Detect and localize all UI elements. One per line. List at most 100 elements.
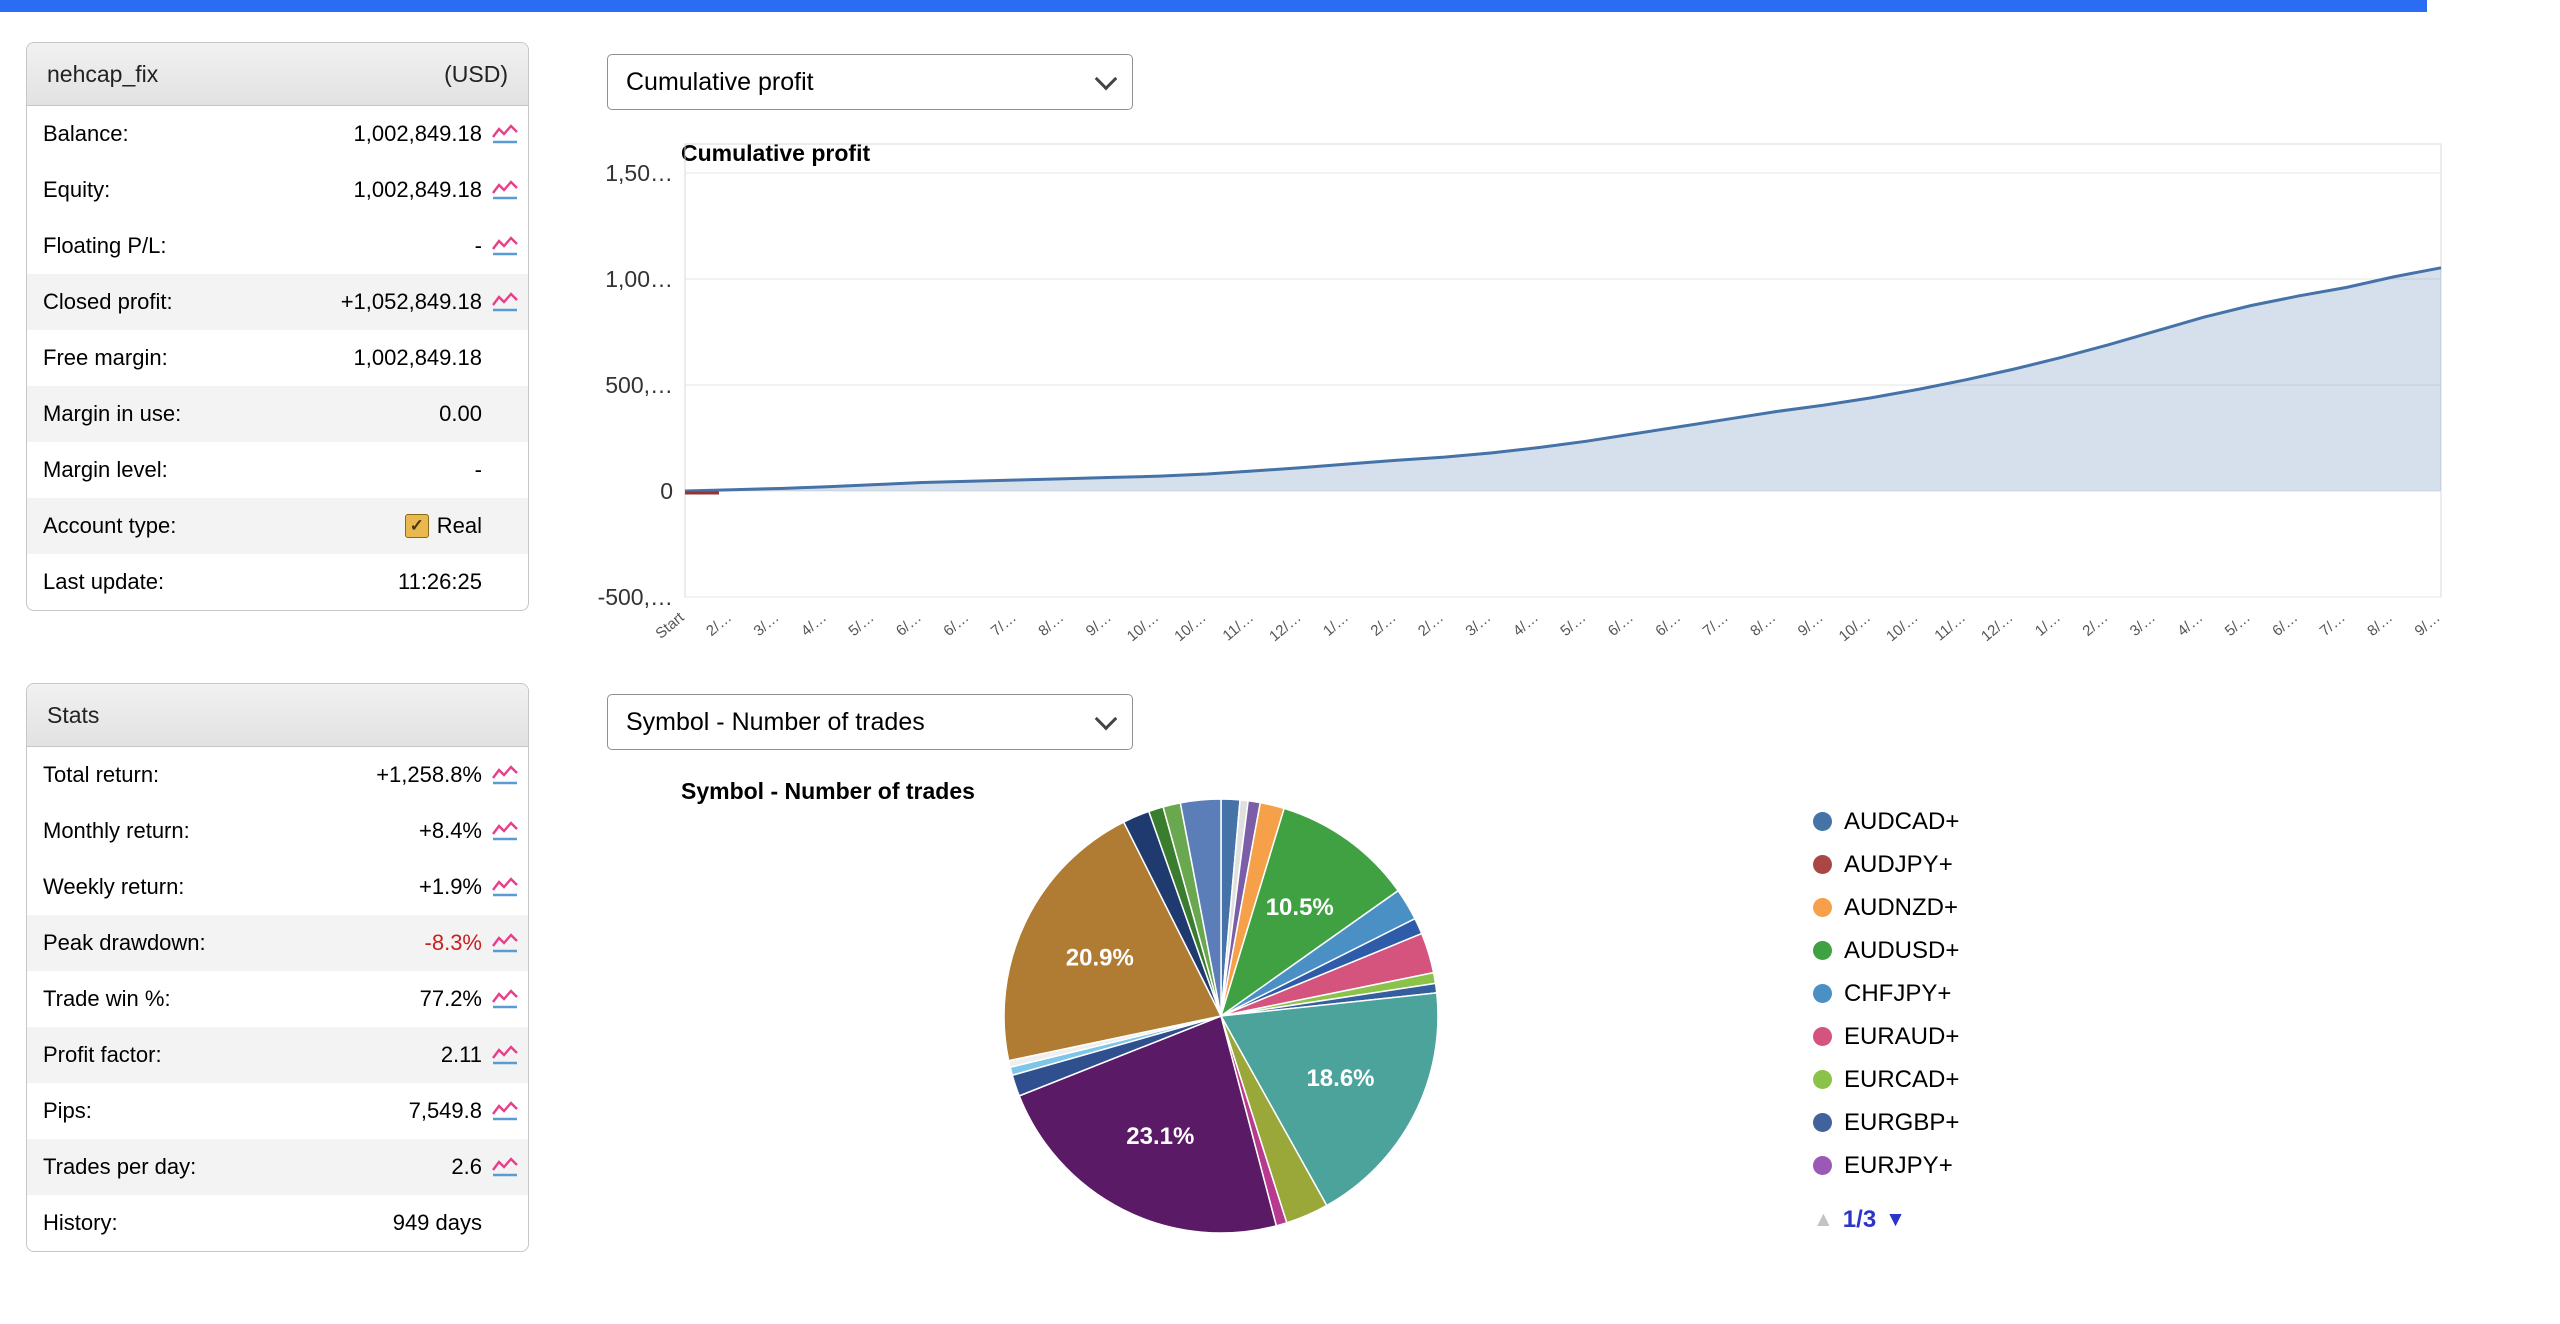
charts-area: Cumulative profit Cumulative profit 1,50… [585,0,2490,1239]
pie-slice[interactable] [1219,992,1439,1207]
legend-label: CHFJPY+ [1844,979,1952,1007]
mini-chart-icon[interactable] [492,1101,518,1121]
row-label: Equity: [43,177,111,202]
svg-text:10/…: 10/… [1883,609,1921,645]
row-icon-slot [482,292,528,312]
row-value: 11:26:25 [397,569,482,594]
svg-text:-500,…: -500,… [598,584,673,610]
row-value: 2.6 [451,1154,482,1179]
legend-item-chfjpy[interactable]: CHFJPY+ [1813,972,1959,1015]
row-label: History: [43,1210,118,1235]
stat-row: Trades per day: 2.6 [27,1139,528,1195]
stat-row: Last update: 11:26:25 [27,554,528,610]
account-card-header: nehcap_fix (USD) [27,43,528,106]
stat-row: Margin level: - [27,442,528,498]
svg-text:11/…: 11/… [1220,609,1258,644]
legend-label: EURGBP+ [1844,1108,1960,1136]
legend-color-dot [1813,984,1832,1003]
legend-item-euraud[interactable]: EURAUD+ [1813,1015,1959,1058]
legend-color-dot [1813,855,1832,874]
stat-row: Balance: 1,002,849.18 [27,106,528,162]
svg-text:9/…: 9/… [1795,609,1827,640]
row-icon-slot [482,1045,528,1065]
stat-row: Closed profit: +1,052,849.18 [27,274,528,330]
legend-page-indicator[interactable]: 1/3 [1842,1206,1877,1233]
legend-color-dot [1813,1027,1832,1046]
row-value: +1,258.8% [376,762,482,787]
mini-chart-icon[interactable] [492,989,518,1009]
stat-row: Margin in use: 0.00 [27,386,528,442]
legend-label: EURJPY+ [1844,1151,1953,1179]
account-summary-card: nehcap_fix (USD) Balance: 1,002,849.18 Equ… [26,42,529,611]
svg-text:1,50…: 1,50… [605,160,673,186]
stat-row: Floating P/L: - [27,218,528,274]
row-value: ✓ Real [404,513,482,539]
chart-type-dropdown-value: Cumulative profit [626,67,814,96]
row-icon-slot [482,236,528,256]
mini-chart-icon[interactable] [492,933,518,953]
svg-text:500,…: 500,… [605,372,673,398]
legend-item-eurgbp[interactable]: EURGBP+ [1813,1101,1959,1144]
mini-chart-icon[interactable] [492,124,518,144]
row-label: Total return: [43,762,160,787]
row-label: Trade win %: [43,986,171,1011]
row-value: - [474,457,482,482]
stat-row: Monthly return: +8.4% [27,803,528,859]
row-label: Trades per day: [43,1154,197,1179]
legend-item-eurcad[interactable]: EURCAD+ [1813,1058,1959,1101]
row-value: 1,002,849.18 [353,177,482,202]
row-value: +1,052,849.18 [340,289,482,314]
pie-slice[interactable] [1018,1014,1278,1234]
legend-page-up-icon[interactable]: ▲ [1813,1208,1834,1231]
row-value: 0.00 [439,401,482,426]
row-label: Monthly return: [43,818,190,843]
chart-type-dropdown[interactable]: Cumulative profit [607,54,1133,110]
legend-item-audcad[interactable]: AUDCAD+ [1813,800,1959,843]
mini-chart-icon[interactable] [492,1045,518,1065]
mini-chart-icon[interactable] [492,821,518,841]
row-label: Weekly return: [43,874,185,899]
pie-chart-type-dropdown[interactable]: Symbol - Number of trades [607,694,1133,750]
row-icon-slot [482,124,528,144]
stat-row: Trade win %: 77.2% [27,971,528,1027]
real-account-checkbox[interactable]: ✓ [404,514,429,538]
mini-chart-icon[interactable] [492,765,518,785]
stat-row: Account type: ✓ Real [27,498,528,554]
pie-slice[interactable] [1179,798,1222,1017]
row-label: Floating P/L: [43,233,167,258]
stats-card: Stats Total return: +1,258.8% Monthly retu… [26,683,529,1252]
svg-text:7/…: 7/… [1700,609,1732,640]
row-icon-slot [482,877,528,897]
pie-slice[interactable] [1219,807,1400,1018]
row-label: Margin level: [43,457,168,482]
mini-chart-icon[interactable] [492,180,518,200]
legend-item-audusd[interactable]: AUDUSD+ [1813,929,1959,972]
account-rows: Balance: 1,002,849.18 Equity: 1,002,849.18 F… [27,106,528,610]
mini-chart-icon[interactable] [492,236,518,256]
mini-chart-icon[interactable] [492,292,518,312]
mini-chart-icon[interactable] [492,877,518,897]
legend-item-eurjpy[interactable]: EURJPY+ [1813,1144,1959,1187]
row-icon-slot [482,1157,528,1177]
row-value: -8.3% [424,930,482,955]
row-value: 2.11 [440,1042,482,1067]
legend-color-dot [1813,1070,1832,1089]
legend-item-audjpy[interactable]: AUDJPY+ [1813,843,1959,886]
row-value: +1.9% [419,874,482,899]
account-currency: (USD) [444,60,508,87]
svg-text:6/…: 6/… [2269,609,2301,640]
legend-page-down-icon[interactable]: ▼ [1885,1208,1906,1231]
legend-label: AUDNZD+ [1844,893,1959,921]
pie-slice[interactable] [1003,821,1223,1062]
row-value: 1,002,849.18 [353,345,482,370]
symbol-trades-pie-chart: 10.5% 18.6% 23.1% 20.9% [1003,798,1439,1234]
svg-text:0: 0 [660,478,673,504]
svg-text:12/…: 12/… [1266,609,1304,645]
legend-item-audnzd[interactable]: AUDNZD+ [1813,886,1959,929]
svg-text:7/…: 7/… [988,609,1020,640]
legend-label: AUDUSD+ [1844,936,1960,964]
mini-chart-icon[interactable] [492,1157,518,1177]
legend-label: AUDJPY+ [1844,850,1953,878]
svg-text:Start: Start [652,609,688,643]
pie-legend: AUDCAD+ AUDJPY+ AUDNZD+ AUDUSD+ CHFJPY+ EURAU… [1813,800,1959,1187]
